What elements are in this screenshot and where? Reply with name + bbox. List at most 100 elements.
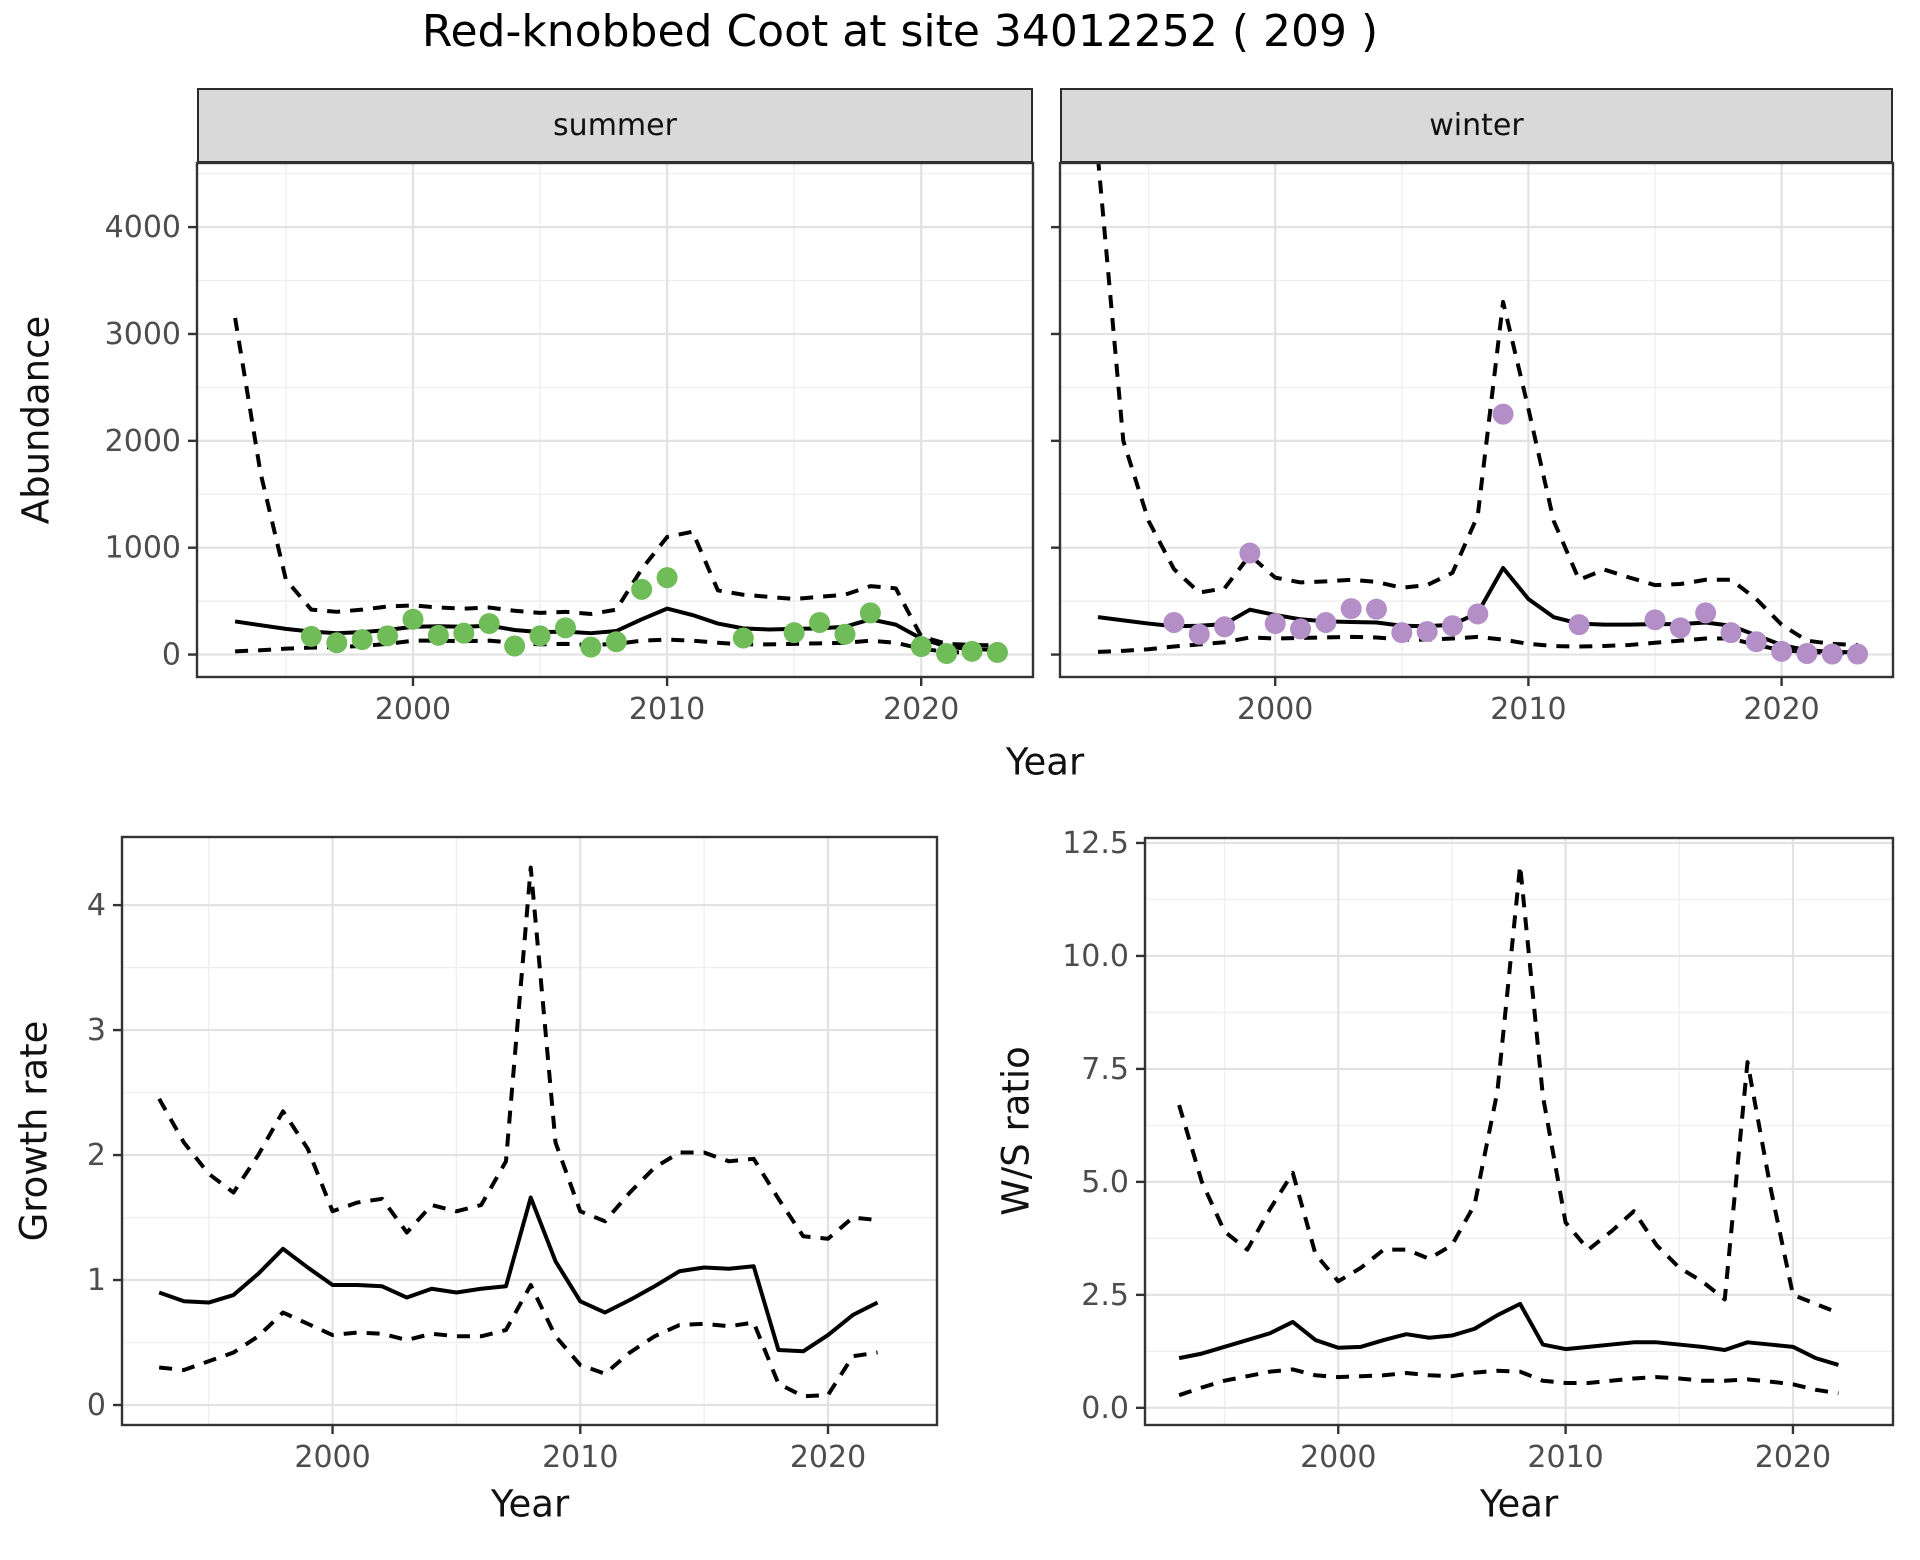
data-point — [1492, 403, 1514, 425]
data-point — [554, 617, 576, 639]
y-axis-title-growth-rate: Growth rate — [12, 1020, 56, 1242]
data-point — [859, 602, 881, 624]
fit-line-growth-rate — [158, 1195, 879, 1354]
data-point — [1847, 643, 1869, 665]
data-point — [1644, 609, 1666, 631]
data-point — [1365, 598, 1387, 620]
y-tick-label: 10.0 — [1062, 939, 1129, 974]
upper_ci-line-abundance-summer — [233, 317, 998, 648]
data-point — [504, 635, 526, 657]
data-point — [1416, 621, 1438, 643]
data-point — [580, 636, 602, 658]
y-axis-title-ws-ratio: W/S ratio — [994, 1046, 1038, 1216]
panel-border-ws-ratio — [1143, 836, 1895, 1427]
x-tick-label: 2020 — [883, 692, 959, 727]
y-tick-label: 3000 — [105, 317, 181, 352]
y-tick-label: 4000 — [105, 210, 181, 245]
y-axis-title-abundance: Abundance — [14, 315, 58, 525]
data-point — [478, 613, 500, 635]
data-point — [453, 622, 475, 644]
lower_ci-line-abundance-winter — [1097, 634, 1858, 656]
y-tick-label: 0.0 — [1081, 1391, 1129, 1426]
page-title: Red-knobbed Coot at site 34012252 ( 209 … — [421, 6, 1379, 57]
y-tick-label: 2 — [87, 1138, 106, 1173]
data-point — [1568, 614, 1590, 636]
x-tick-label: 2010 — [1527, 1440, 1603, 1475]
x-axis-title-year-top: Year — [1005, 740, 1085, 784]
axis-abundance-winter: 2000 2010 2020 — [1051, 225, 1820, 727]
x-tick-label: 2020 — [1743, 692, 1819, 727]
facet-strip-winter-label: winter — [1429, 108, 1524, 143]
data-point — [1720, 622, 1742, 644]
y-tick-label: 7.5 — [1081, 1052, 1129, 1087]
panel-growth-rate: 2000 2010 2020 0 1 2 3 4 — [87, 835, 939, 1475]
data-point — [1391, 622, 1413, 644]
y-tick-label: 1 — [87, 1263, 106, 1298]
data-point — [427, 624, 449, 646]
upper_ci-line-abundance-winter — [1096, 163, 1858, 647]
x-tick-label: 2000 — [1237, 692, 1313, 727]
upper_ci-line-growth-rate — [157, 865, 878, 1241]
lower_ci-line-ws-ratio — [1178, 1367, 1839, 1398]
gridlines-growth-rate — [122, 837, 937, 1425]
x-axis-title-year-bottom-right: Year — [1479, 1482, 1559, 1526]
x-tick-label: 2000 — [294, 1440, 370, 1475]
facet-strip-summer: summer — [197, 88, 1033, 163]
panel-border-abundance-winter — [1058, 161, 1895, 679]
x-tick-label: 2020 — [1755, 1440, 1831, 1475]
data-point — [1745, 631, 1767, 653]
data-point — [377, 625, 399, 647]
panel-border-growth-rate — [120, 835, 939, 1427]
x-axis-title-year-bottom-left: Year — [490, 1482, 570, 1526]
axis-growth-rate: 2000 2010 2020 0 1 2 3 4 — [87, 888, 866, 1475]
gridlines-abundance-summer — [197, 163, 1033, 677]
fit-line-ws-ratio — [1178, 1301, 1840, 1367]
panel-abundance-winter: 2000 2010 2020 — [1051, 161, 1895, 727]
y-tick-label: 1000 — [105, 531, 181, 566]
data-point — [1264, 613, 1286, 635]
data-point — [326, 632, 348, 654]
data-point — [910, 636, 932, 658]
x-tick-label: 2010 — [542, 1440, 618, 1475]
data-point — [809, 612, 831, 634]
panel-abundance-summer: 2000 2010 2020 0 1000 2000 3000 4000 — [105, 161, 1035, 727]
data-point — [1821, 643, 1843, 665]
panel-border-abundance-summer — [195, 161, 1035, 679]
y-tick-label: 0 — [162, 638, 181, 673]
x-tick-label: 2020 — [790, 1440, 866, 1475]
data-point — [631, 578, 653, 600]
data-point — [1290, 618, 1312, 640]
data-point — [732, 627, 754, 649]
data-point — [1441, 615, 1463, 637]
data-point — [656, 567, 678, 589]
facet-strip-winter: winter — [1060, 88, 1893, 163]
series-growth-rate — [157, 865, 879, 1399]
y-tick-label: 12.5 — [1062, 826, 1129, 861]
lower_ci-line-growth-rate — [158, 1283, 878, 1399]
gridlines-abundance-winter — [1060, 163, 1893, 677]
data-point — [1239, 542, 1261, 564]
data-point — [351, 629, 373, 651]
y-tick-label: 2.5 — [1081, 1278, 1129, 1313]
data-point — [834, 623, 856, 645]
data-point — [300, 625, 322, 647]
data-point — [961, 640, 983, 662]
series-abundance-summer — [233, 317, 998, 656]
data-point — [1340, 598, 1362, 620]
y-tick-label: 5.0 — [1081, 1165, 1129, 1200]
data-point — [1467, 603, 1489, 625]
x-tick-label: 2000 — [1300, 1440, 1376, 1475]
x-tick-label: 2000 — [375, 692, 451, 727]
y-tick-label: 2000 — [105, 424, 181, 459]
observed-points-abundance-summer — [300, 567, 1008, 664]
x-tick-label: 2010 — [629, 692, 705, 727]
data-point — [1315, 612, 1337, 634]
observed-points-abundance-winter — [1163, 403, 1869, 665]
data-point — [936, 642, 958, 664]
data-point — [1188, 623, 1210, 645]
data-point — [1771, 640, 1793, 662]
y-tick-label: 0 — [87, 1388, 106, 1423]
data-point — [986, 641, 1008, 663]
